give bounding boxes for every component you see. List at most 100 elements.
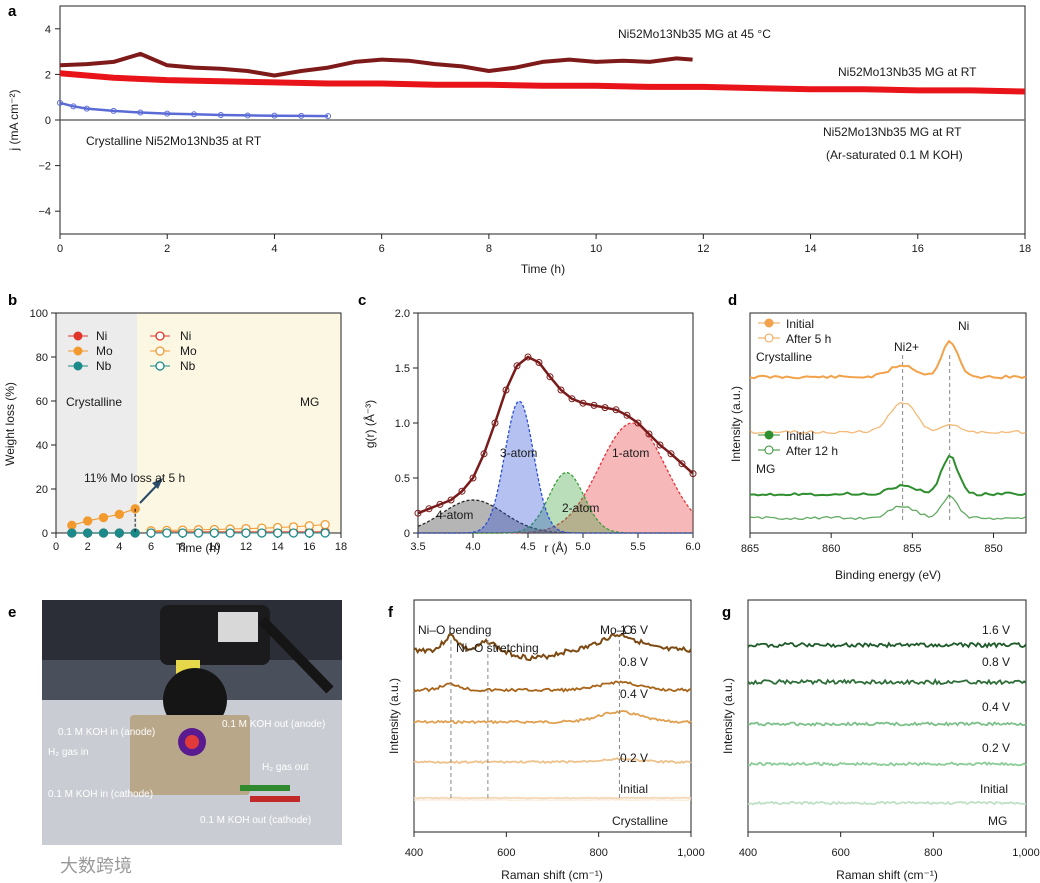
xps-mg-initial <box>749 454 1027 497</box>
annotation-mo-loss: 11% Mo loss at 5 h <box>84 471 185 485</box>
legend-marker <box>764 333 774 343</box>
panel-d-frame <box>749 312 1027 534</box>
point-Nb <box>320 528 330 538</box>
y-tick-label: 100 <box>30 308 48 320</box>
legend-label-open: Nb <box>180 359 196 373</box>
label-3-atom: 3-atom <box>500 446 537 460</box>
legend-marker-open <box>155 346 165 356</box>
peak-label-ni2plus: Ni2+ <box>894 340 919 354</box>
watermark: 大数跨境 <box>60 856 132 877</box>
y-tick-label: −2 <box>38 161 51 173</box>
panel-g-xlabel: Raman shift (cm⁻¹) <box>836 868 938 882</box>
raman-curve-4 <box>413 796 692 800</box>
point-crystalline <box>137 109 144 116</box>
gr-data-point <box>678 460 686 468</box>
legend-marker-filled <box>73 361 83 371</box>
point-Nb <box>178 528 188 538</box>
raman-curve-label-1: 0.8 V <box>982 655 1010 669</box>
panel-g: g 400 600 800 1,000 1.6 V 0.8 V 0.4 V 0.2 V Ini… <box>721 599 1040 882</box>
mo-loss-arrowhead <box>152 478 163 489</box>
point-Nb <box>209 528 219 538</box>
panel-b-xlabel: Time (h) <box>176 541 220 555</box>
y-tick-label: 2.0 <box>395 308 410 320</box>
panel-c: c 3.5 4.0 4.5 5.0 5.5 6.0 0 0.5 1.0 1.5 2.0 1-atom… <box>358 292 701 555</box>
series-line-0 <box>59 51 693 78</box>
gr-data-point <box>546 373 554 381</box>
legend-title-crystalline: Crystalline <box>756 350 812 364</box>
panel-label-d: d <box>728 292 737 309</box>
photo-label-h2-out: H₂ gas out <box>262 762 309 773</box>
panel-f-frame <box>413 599 692 833</box>
panel-label-b: b <box>8 292 17 309</box>
gr-data-point <box>579 399 587 407</box>
legend-cryst-initial: Initial <box>786 317 814 331</box>
x-tick-label: 3.5 <box>410 541 425 553</box>
gr-data-point <box>645 430 653 438</box>
panel-label-e: e <box>8 604 16 621</box>
point-Nb <box>241 528 251 538</box>
raman-curve-label-3: 0.2 V <box>982 741 1010 755</box>
point-crystalline <box>271 112 278 119</box>
gr-data-point <box>689 470 697 478</box>
label-4-atom: 4-atom <box>436 508 473 522</box>
panel-f: f 400 600 800 1,000 1.6 V 0.8 V 0.4 V 0.2 V Ini… <box>387 599 705 882</box>
x-tick-label: 400 <box>405 847 423 859</box>
marker-ni-o-stretching: Ni–O stretching <box>456 641 539 655</box>
y-tick-label: 4 <box>45 24 51 36</box>
y-tick-label: 0 <box>404 528 410 540</box>
marker-ni-o-bending: Ni–O bending <box>418 623 491 637</box>
annotation-mgrt: Ni52Mo13Nb35 MG at RT <box>838 65 977 79</box>
x-tick-label: 2 <box>85 541 91 553</box>
point-Nb <box>67 528 77 538</box>
y-tick-label: 1.0 <box>395 418 410 430</box>
x-tick-label: 16 <box>303 541 315 553</box>
point-Mo <box>98 512 109 523</box>
marker-mo-o: Mo–O <box>600 623 633 637</box>
x-tick-label: 4.0 <box>465 541 480 553</box>
panel-f-xlabel: Raman shift (cm⁻¹) <box>501 868 603 882</box>
legend-mg-after: After 12 h <box>786 444 838 458</box>
x-tick-label: 0 <box>53 541 59 553</box>
point-Nb <box>225 528 235 538</box>
annotation-crystalline: Crystalline Ni52Mo13Nb35 at RT <box>86 134 262 148</box>
x-tick-label: 400 <box>739 847 757 859</box>
panel-b: b 0 2 4 6 8 10 12 14 16 18 0 20 40 60 80 100 Crystallin… <box>3 292 347 555</box>
y-tick-label: 0.5 <box>395 473 410 485</box>
gr-data-point <box>469 474 477 482</box>
peak-label-ni: Ni <box>958 319 969 333</box>
raman-curve-1 <box>747 677 1027 686</box>
gr-data-point <box>656 441 664 449</box>
legend-title-mg: MG <box>756 462 775 476</box>
point-Nb <box>257 528 267 538</box>
x-tick-label: 6 <box>379 243 385 255</box>
point-Nb <box>273 528 283 538</box>
x-tick-label: 14 <box>804 243 816 255</box>
photo-label-koh-out-cathode: 0.1 M KOH out (cathode) <box>200 815 311 826</box>
gr-data-point <box>634 419 642 427</box>
x-tick-label: 4 <box>271 243 277 255</box>
panel-g-ylabel: Intensity (a.u.) <box>721 678 735 754</box>
raman-curve-4 <box>747 800 1027 806</box>
raman-curve-label-3: 0.2 V <box>620 751 648 765</box>
electrochemical-cell-photo <box>42 600 342 845</box>
x-tick-label: 800 <box>924 847 942 859</box>
x-tick-label: 5.5 <box>630 541 645 553</box>
gr-data-point <box>447 496 455 504</box>
panel-d: d 865 860 855 850 Binding energy (eV) Inten… <box>728 292 1027 582</box>
panel-label-c: c <box>358 292 366 309</box>
label-2-atom: 2-atom <box>562 501 599 515</box>
mg-region <box>137 313 341 533</box>
raman-curve-1 <box>413 680 692 693</box>
x-tick-label: 860 <box>822 543 840 555</box>
annotation-ar-2: (Ar-saturated 0.1 M KOH) <box>826 148 963 162</box>
raman-curve-label-1: 0.8 V <box>620 655 648 669</box>
y-tick-label: 0 <box>42 528 48 540</box>
legend-mg-initial: Initial <box>786 429 814 443</box>
raman-curve-2 <box>413 710 692 725</box>
legend-marker <box>764 430 774 440</box>
x-tick-label: 2 <box>164 243 170 255</box>
point-Nb <box>304 528 314 538</box>
panel-d-xlabel: Binding energy (eV) <box>835 568 941 582</box>
legend-label-filled: Mo <box>96 344 113 358</box>
x-tick-label: 6.0 <box>685 541 700 553</box>
